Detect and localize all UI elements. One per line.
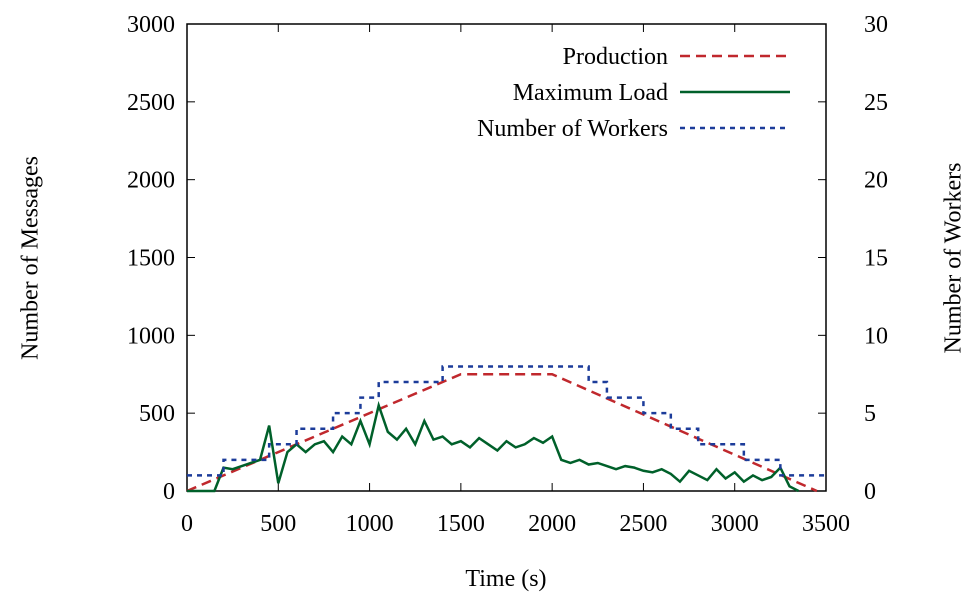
x-tick-label: 2000 bbox=[528, 511, 576, 537]
y2-tick-label: 20 bbox=[864, 168, 888, 194]
y2-tick-label: 25 bbox=[864, 90, 888, 116]
x-tick-label: 500 bbox=[260, 511, 296, 537]
x-tick-label: 3000 bbox=[711, 511, 759, 537]
y2-tick-label: 5 bbox=[864, 401, 876, 427]
x-tick-label: 1000 bbox=[346, 511, 394, 537]
legend-label: Production bbox=[563, 44, 668, 70]
series-line bbox=[186, 373, 818, 493]
x-tick-label: 3500 bbox=[802, 511, 850, 537]
y-tick-label: 2000 bbox=[127, 168, 175, 194]
y-tick-label: 0 bbox=[163, 479, 175, 505]
x-tick-label: 2500 bbox=[619, 511, 667, 537]
y-axis-label: Number of Messages bbox=[18, 156, 44, 360]
y-tick-label: 1000 bbox=[127, 323, 175, 349]
plot-frame bbox=[186, 23, 827, 492]
x-tick-label: 1500 bbox=[437, 511, 485, 537]
y-tick-label: 1500 bbox=[127, 246, 175, 272]
y2-tick-label: 10 bbox=[864, 323, 888, 349]
y-tick-label: 500 bbox=[139, 401, 175, 427]
legend-label: Number of Workers bbox=[477, 116, 668, 142]
y-tick-label: 3000 bbox=[127, 12, 175, 38]
x-tick-label: 0 bbox=[181, 511, 193, 537]
y2-tick-label: 15 bbox=[864, 246, 888, 272]
y-tick-label: 2500 bbox=[127, 90, 175, 116]
x-axis-label: Time (s) bbox=[465, 566, 546, 592]
y2-axis-label: Number of Workers bbox=[941, 163, 967, 354]
series-line bbox=[187, 365, 826, 477]
legend-label: Maximum Load bbox=[513, 80, 668, 106]
y2-tick-label: 30 bbox=[864, 12, 888, 38]
series-line bbox=[187, 400, 800, 493]
y2-tick-label: 0 bbox=[864, 479, 876, 505]
